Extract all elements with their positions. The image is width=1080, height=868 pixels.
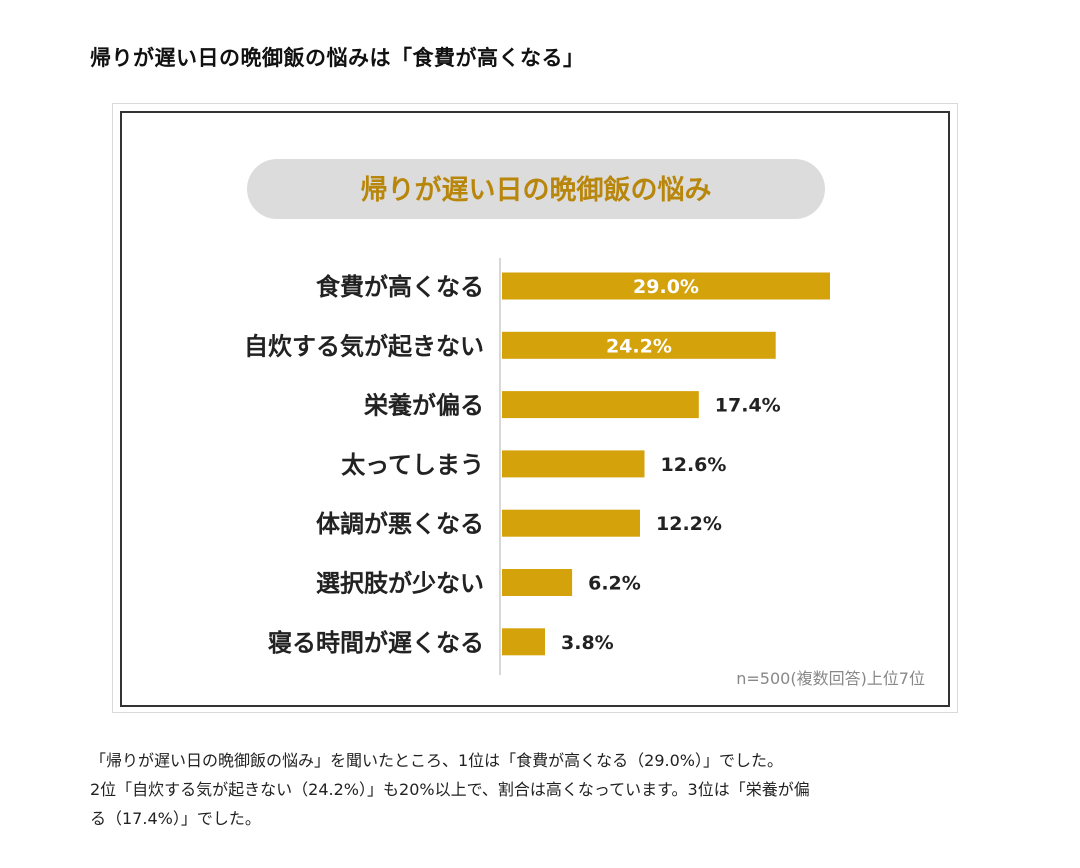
chart-figure: 帰りが遅い日の晩御飯の悩み 食費が高くなる 29.0% 自炊する気が起きない 24.2…	[112, 103, 958, 713]
category-label: 栄養が偏る	[363, 392, 484, 420]
bar	[502, 272, 830, 300]
chart-title: 帰りが遅い日の晩御飯の悩み	[361, 174, 712, 206]
category-label: 選択肢が少ない	[316, 570, 484, 598]
value-label: 29.0%	[633, 276, 699, 298]
category-label: 体調が悪くなる	[316, 510, 484, 538]
value-label: 12.6%	[661, 454, 727, 476]
bar-chart: 帰りが遅い日の晩御飯の悩み 食費が高くなる 29.0% 自炊する気が起きない 24.2…	[244, 159, 925, 688]
category-label: 食費が高くなる	[316, 273, 484, 301]
bars-group: 食費が高くなる 29.0% 自炊する気が起きない 24.2% 栄養が偏る 17.4% 太って…	[244, 272, 830, 657]
value-label: 12.2%	[656, 513, 722, 535]
article-caption: 「帰りが遅い日の晩御飯の悩み」を聞いたところ、1位は「食費が高くなる（29.0%…	[90, 746, 990, 833]
bar	[502, 450, 645, 478]
caption-line-1: 「帰りが遅い日の晩御飯の悩み」を聞いたところ、1位は「食費が高くなる（29.0%…	[90, 751, 784, 770]
value-label: 6.2%	[588, 573, 641, 595]
bar	[502, 331, 776, 359]
bar	[502, 391, 699, 419]
bar	[502, 509, 640, 537]
caption-line-2: 2位「自炊する気が起きない（24.2%）」も20%以上で、割合は高くなっています…	[90, 780, 810, 799]
value-label: 24.2%	[606, 335, 672, 357]
category-label: 太ってしまう	[341, 451, 484, 479]
bar	[502, 628, 545, 656]
value-label: 3.8%	[561, 632, 614, 654]
chart-frame: 帰りが遅い日の晩御飯の悩み 食費が高くなる 29.0% 自炊する気が起きない 24.2…	[120, 111, 950, 707]
caption-line-3: る（17.4%）」でした。	[90, 809, 261, 828]
chart-title-pill	[247, 159, 825, 219]
bar	[502, 569, 573, 596]
sample-note: n=500(複数回答)上位7位	[736, 669, 925, 688]
value-label: 17.4%	[715, 395, 781, 417]
category-label: 自炊する気が起きない	[244, 332, 484, 360]
article-heading: 帰りが遅い日の晩御飯の悩みは「食費が高くなる」	[90, 46, 585, 70]
category-label: 寝る時間が遅くなる	[268, 629, 484, 657]
